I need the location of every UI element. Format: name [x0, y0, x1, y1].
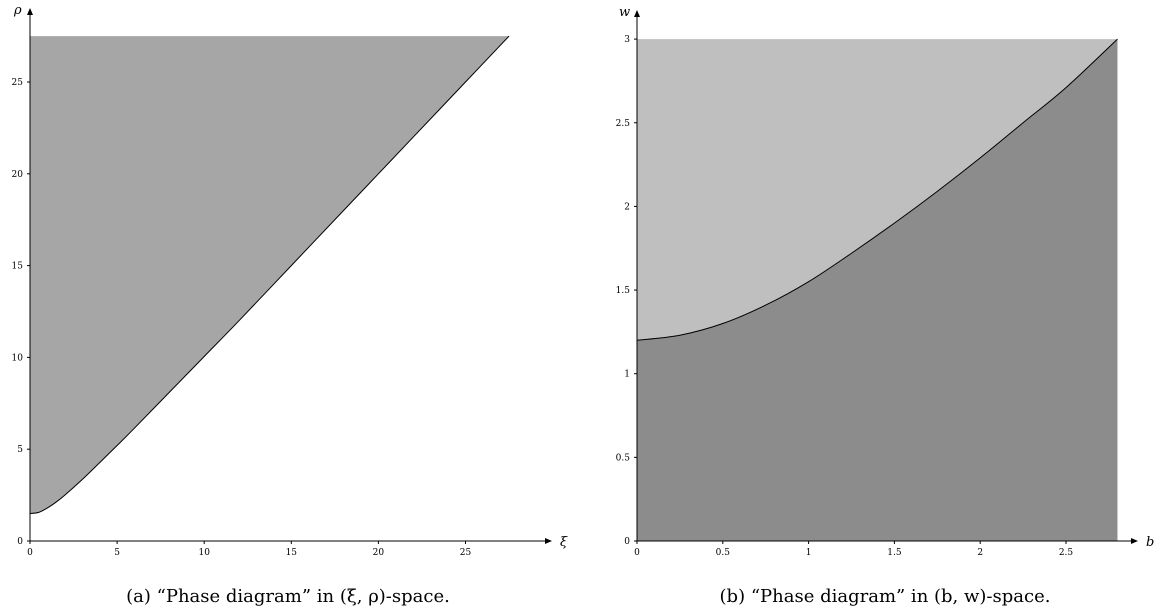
panel-a: 0 5 10 15 20 25 0 5 10 15 20 25 ξ ρ (a) “Phase dia… — [12, 3, 568, 607]
a-x-tick-label: 10 — [198, 548, 210, 558]
a-x-tick-label: 0 — [27, 548, 33, 558]
b-x-tick-label: 1 — [806, 548, 812, 558]
a-y-tick-label: 20 — [12, 170, 24, 180]
a-y-tick-label: 10 — [12, 353, 24, 363]
b-upper-region — [637, 39, 1118, 341]
a-x-tick-label: 20 — [373, 548, 385, 558]
a-y-ticks: 0 5 10 15 20 25 — [12, 78, 30, 547]
a-shaded-region — [30, 36, 510, 514]
b-x-tick-label: 0.5 — [716, 548, 731, 558]
b-y-tick-label: 1.5 — [616, 286, 631, 296]
b-x-tick-label: 2.5 — [1059, 548, 1074, 558]
a-x-tick-label: 15 — [286, 548, 298, 558]
b-y-tick-label: 0.5 — [616, 453, 631, 463]
b-boundary-curve — [636, 38, 1118, 341]
a-y-tick-label: 15 — [12, 262, 24, 272]
b-y-axis-label: w — [619, 5, 630, 20]
b-x-ticks: 0 0.5 1 1.5 2 2.5 — [634, 541, 1073, 558]
b-y-tick-label: 2 — [624, 202, 630, 212]
a-y-tick-label: 25 — [12, 78, 24, 88]
a-x-tick-label: 5 — [114, 548, 120, 558]
b-x-tick-label: 1.5 — [887, 548, 902, 558]
panel-b: 0 0.5 1 1.5 2 2.5 0 0.5 1 1.5 2 2.5 3 b w (b) “Phas… — [616, 5, 1155, 607]
a-x-ticks: 0 5 10 15 20 25 — [27, 541, 471, 558]
a-x-axis-arrow — [545, 538, 552, 544]
b-caption: (b) “Phase diagram” in (b, w)-space. — [720, 586, 1051, 607]
a-y-tick-label: 5 — [17, 445, 23, 455]
b-y-tick-label: 0 — [624, 537, 630, 547]
a-x-axis-label: ξ — [560, 535, 568, 550]
b-x-tick-label: 2 — [977, 548, 983, 558]
b-x-tick-label: 0 — [634, 548, 640, 558]
b-x-axis-arrow — [1131, 538, 1138, 544]
a-x-tick-label: 25 — [460, 548, 472, 558]
b-lower-region — [637, 39, 1118, 541]
b-y-tick-label: 2.5 — [616, 119, 631, 129]
a-y-axis-label: ρ — [13, 3, 22, 18]
b-x-axis-label: b — [1146, 535, 1154, 550]
a-boundary-curve — [29, 35, 510, 514]
a-y-tick-label: 0 — [17, 537, 23, 547]
b-y-tick-label: 1 — [624, 370, 630, 380]
a-y-axis-arrow — [27, 8, 33, 15]
b-y-ticks: 0 0.5 1 1.5 2 2.5 3 — [616, 35, 637, 547]
b-y-tick-label: 3 — [624, 35, 630, 45]
b-y-axis-arrow — [634, 10, 640, 17]
a-caption: (a) “Phase diagram” in (ξ, ρ)-space. — [126, 586, 450, 607]
